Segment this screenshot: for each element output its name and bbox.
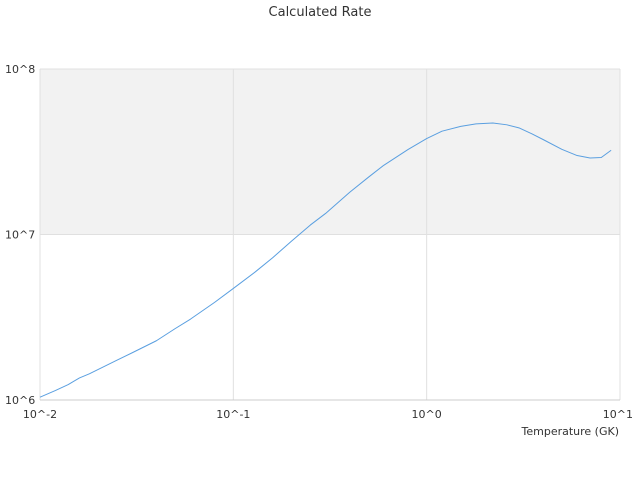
x-axis-title: Temperature (GK): [521, 425, 620, 438]
x-tick-label: 10^0: [412, 408, 442, 421]
chart-title: Calculated Rate: [269, 5, 372, 20]
x-tick-label: 10^-2: [23, 408, 57, 421]
x-tick-label: 10^1: [603, 408, 633, 421]
y-tick-label: 10^8: [5, 63, 35, 76]
grid-lines: [39, 68, 621, 401]
shaded-band: [40, 69, 620, 235]
plot-background: [40, 69, 620, 235]
series-line: [39, 122, 612, 398]
y-tick-label: 10^6: [5, 394, 35, 407]
y-tick-label: 10^7: [5, 229, 35, 242]
x-tick-label: 10^-1: [216, 408, 250, 421]
series-layer: [39, 122, 612, 398]
tick-labels: 10^6 10^7 10^8 10^-2 10^-1 10^0 10^1: [5, 63, 633, 421]
